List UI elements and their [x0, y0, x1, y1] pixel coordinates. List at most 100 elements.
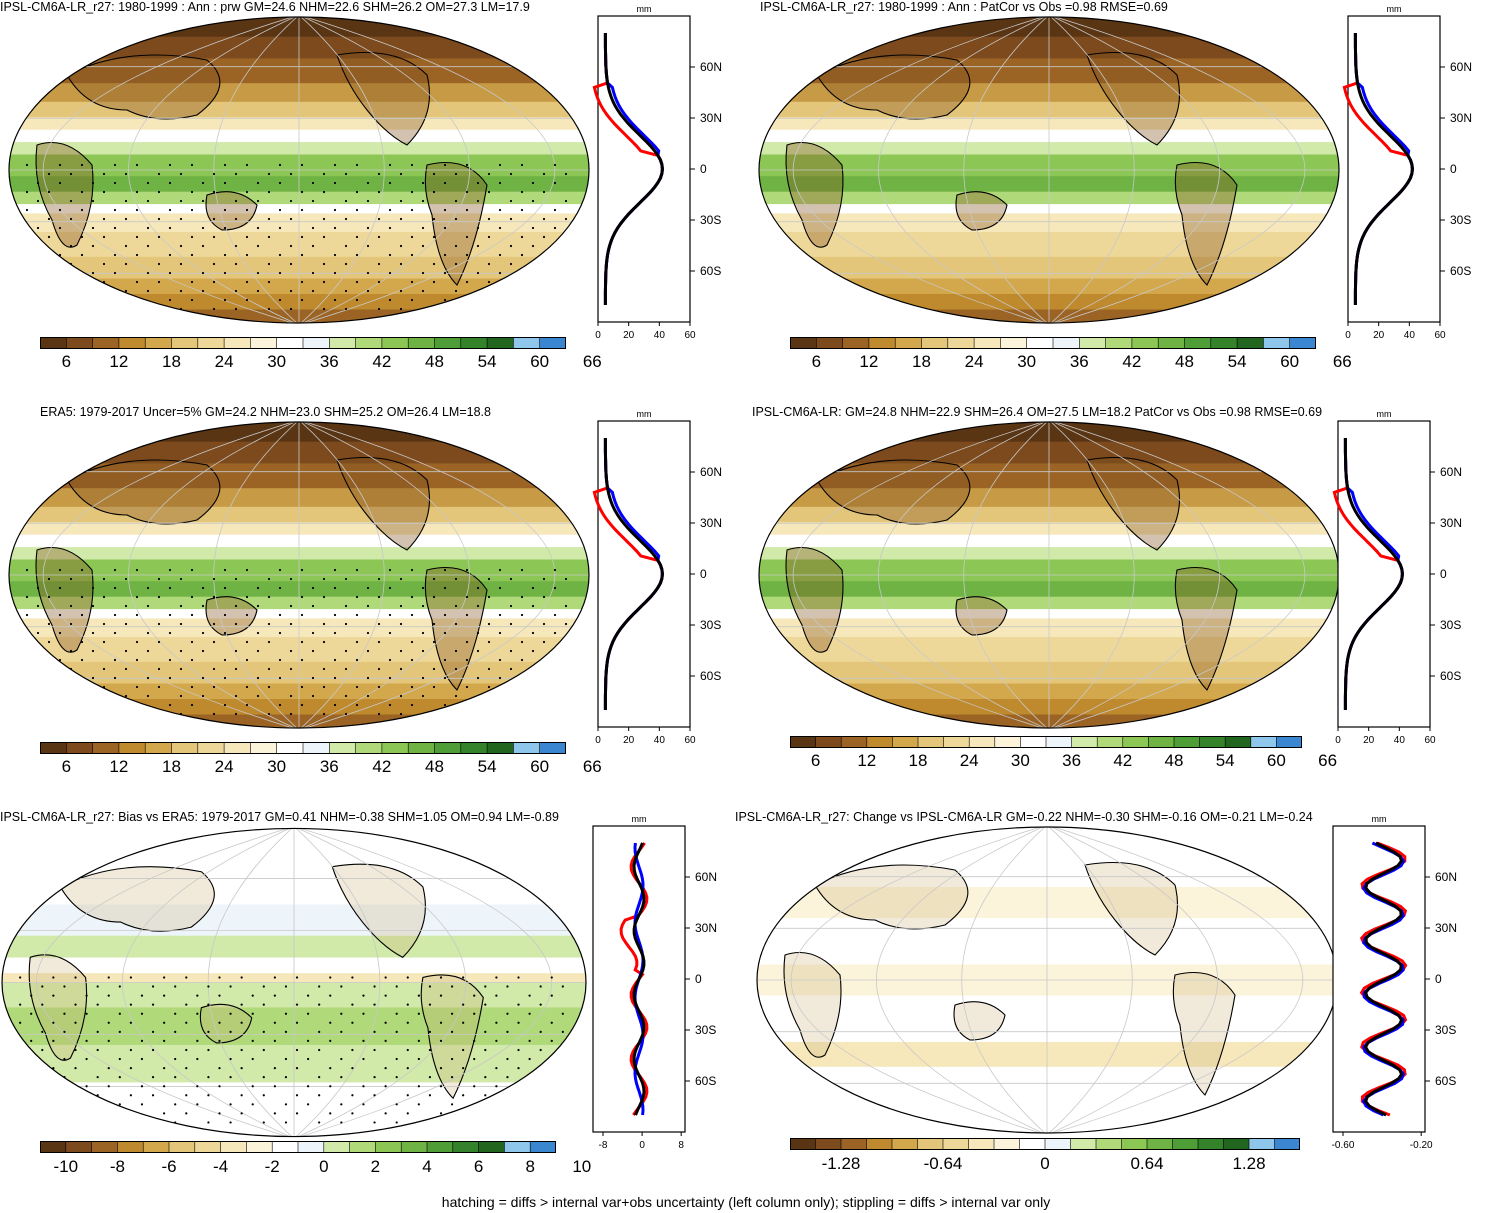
stipple-dot	[542, 595, 546, 599]
stipple-dot	[212, 217, 216, 221]
stipple-dot	[531, 289, 535, 293]
stipple-dot	[212, 712, 216, 716]
colorbar-swatch	[91, 1141, 118, 1153]
stipple-dot	[174, 1030, 177, 1033]
stipple-dot	[454, 262, 458, 266]
stipple-dot	[212, 235, 216, 239]
stipple-dot	[223, 208, 227, 212]
stipple-dot	[223, 163, 227, 167]
stipple-dot	[462, 1048, 465, 1052]
stipple-dot	[484, 985, 487, 988]
profile-ytick-label: 0	[1440, 567, 1447, 581]
stipple-dot	[553, 208, 557, 212]
stipple-dot	[484, 1030, 487, 1033]
stipple-dot	[520, 703, 524, 707]
colorbar-swatch	[355, 742, 383, 754]
stipple-dot	[113, 703, 117, 707]
colorbar-swatch	[1158, 337, 1185, 349]
colorbar-labels: 6 12 18 24 30 36 42 48 54 60 66	[790, 352, 1352, 374]
stipple-dot	[406, 976, 409, 979]
stipple-dot	[157, 262, 161, 266]
stipple-dot	[168, 676, 172, 680]
stipple-dot	[96, 1076, 99, 1079]
stipple-dot	[113, 271, 117, 275]
colorbar-tick-label: 42	[372, 757, 392, 776]
colorbar-swatch	[994, 1138, 1020, 1150]
colorbar-swatch	[994, 736, 1021, 748]
stipple-dot	[52, 994, 55, 997]
stipple-dot	[443, 631, 447, 635]
stipple-dot	[140, 1057, 144, 1061]
colorbar-swatch	[1096, 1138, 1122, 1150]
stipple-dot	[124, 172, 128, 176]
stipple-dot	[273, 994, 276, 997]
graticule-line	[1048, 17, 1305, 323]
graticule-line	[298, 17, 385, 323]
stipple-dot	[240, 1021, 243, 1024]
stipple-dot	[113, 586, 117, 590]
stipple-dot	[234, 577, 238, 581]
stipple-dot	[377, 577, 381, 581]
stipple-dot	[520, 595, 524, 599]
stipple-dot	[553, 631, 557, 635]
stipple-dot	[388, 613, 392, 617]
stipple-dot	[399, 217, 403, 221]
zonal-mean-profile: mm 60N 30N 0 30S 60S 0 20 40 60	[592, 409, 722, 746]
stipple-dot	[333, 163, 337, 167]
stipple-dot	[553, 703, 557, 707]
stipple-dot	[311, 676, 315, 680]
stipple-dot	[157, 577, 161, 581]
stipple-dot	[19, 1094, 22, 1097]
colorbar-swatch	[895, 337, 922, 349]
stipple-dot	[113, 226, 117, 230]
stipple-dot	[300, 208, 304, 212]
stipple-dot	[74, 1112, 77, 1115]
stipple-dot	[234, 667, 238, 671]
stipple-dot	[146, 199, 150, 203]
colorbar-tick-label: 24	[214, 352, 234, 371]
colorbar-tick-label: 66	[582, 757, 602, 776]
stipple-dot	[318, 1094, 321, 1097]
zonal-mean-profile: mm 60N 30N 0 30S 60S -0.60 -0.20	[1332, 814, 1457, 1151]
colorbar-swatch	[968, 1138, 995, 1150]
colorbar-swatch	[1097, 736, 1124, 748]
stipple-dot	[284, 985, 288, 988]
colorbar-swatch	[452, 1141, 480, 1153]
stipple-dot	[196, 1012, 199, 1015]
stipple-dot	[498, 181, 502, 185]
stipple-dot	[118, 1076, 121, 1079]
continent-outline	[66, 54, 221, 120]
stipple-dot	[47, 622, 51, 626]
colorbar-tick-label: -6	[161, 1157, 177, 1176]
stipple-dot	[201, 604, 205, 608]
stipple-dot	[185, 1021, 188, 1024]
stipple-dot	[465, 163, 469, 167]
stipple-dot	[542, 307, 546, 311]
stipple-dot	[498, 208, 502, 212]
profile-xtick-label: -0.20	[1410, 1140, 1433, 1151]
stipple-dot	[278, 613, 282, 617]
stipple-dot	[124, 244, 128, 248]
colorbar-tick-label: -8	[109, 1157, 125, 1176]
colorbar-tick-label: 60	[1280, 352, 1300, 371]
stipple-dot	[102, 235, 106, 239]
stipple-dot	[450, 1103, 454, 1106]
stipple-dot	[185, 1112, 188, 1115]
stipple-dot	[509, 667, 513, 671]
colorbar	[790, 736, 1302, 748]
stipple-dot	[439, 976, 443, 979]
stipple-dot	[306, 1012, 310, 1015]
stipple-dot	[201, 181, 205, 185]
stipple-dot	[36, 604, 40, 608]
colorbar-labels: -10 -8 -6 -4 -2 0 2 4 6 8 10	[40, 1157, 592, 1179]
stipple-dot	[69, 649, 73, 653]
stipple-dot	[495, 976, 498, 979]
continent-outline	[955, 191, 1008, 231]
stipple-dot	[465, 208, 469, 212]
stipple-dot	[240, 1066, 243, 1070]
stipple-dot	[273, 1112, 276, 1115]
stipple-dot	[395, 1057, 398, 1061]
stipple-dot	[399, 307, 403, 311]
colorbar-swatch	[1071, 736, 1098, 748]
stipple-dot	[300, 568, 304, 572]
